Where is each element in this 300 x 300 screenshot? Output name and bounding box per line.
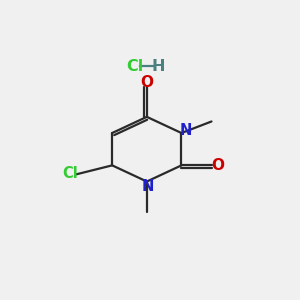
- Text: H: H: [152, 58, 165, 74]
- Text: O: O: [211, 158, 224, 173]
- Text: N: N: [179, 123, 192, 138]
- Text: O: O: [140, 75, 153, 90]
- Text: N: N: [142, 179, 155, 194]
- Text: Cl: Cl: [63, 166, 79, 181]
- Text: Cl: Cl: [127, 58, 144, 74]
